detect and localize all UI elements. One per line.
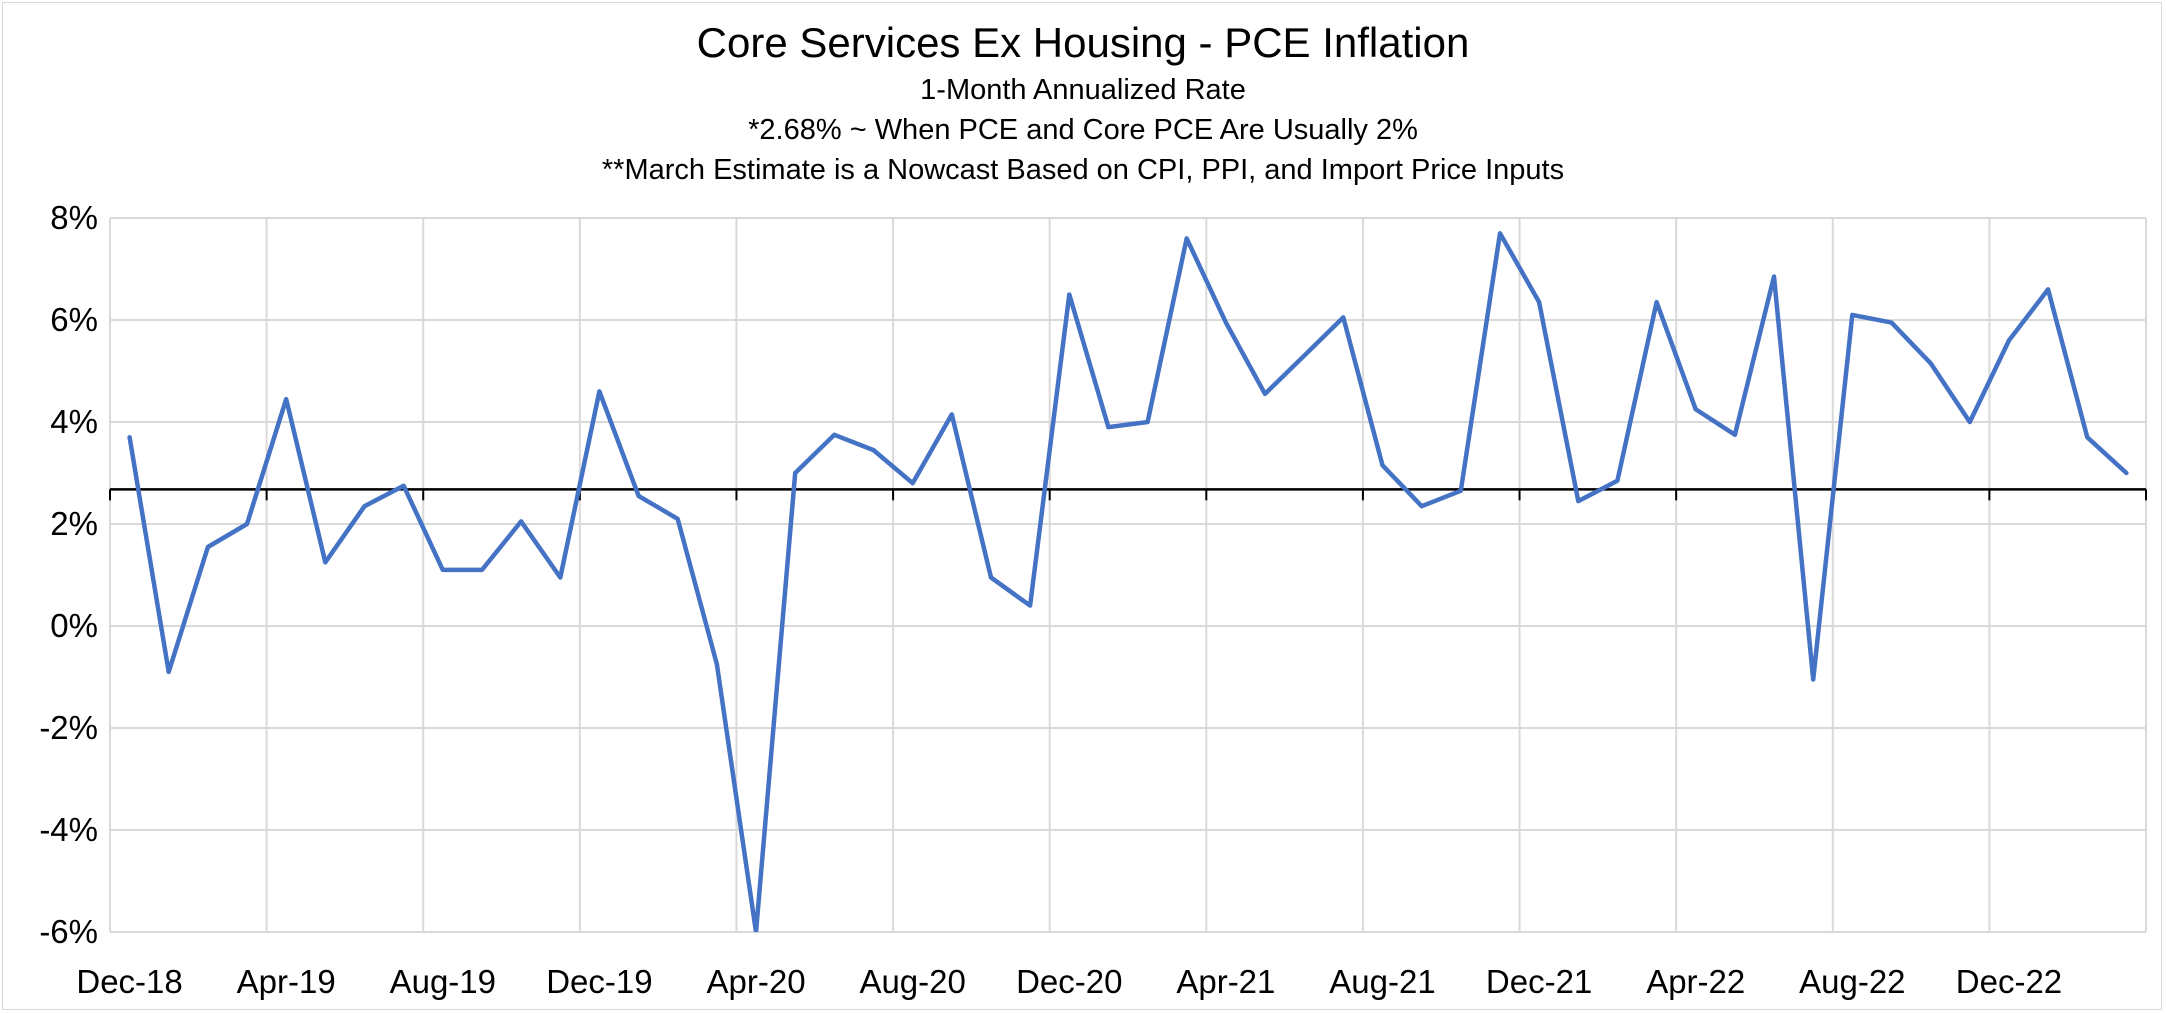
y-tick-label: 0% [50,607,98,644]
y-tick-label: 2% [50,505,98,542]
x-tick-label: Apr-20 [707,963,806,1000]
x-tick-label: Aug-20 [859,963,965,1000]
chart-subtitle-1: 1-Month Annualized Rate [920,74,1246,106]
chart-subtitle-3: **March Estimate is a Nowcast Based on C… [601,154,1565,186]
x-tick-label: Dec-20 [1016,963,1122,1000]
y-tick-label: -2% [39,709,98,746]
x-tick-label: Aug-19 [390,963,496,1000]
x-tick-label: Dec-19 [546,963,652,1000]
x-tick-label: Dec-21 [1486,963,1592,1000]
y-tick-label: 6% [50,301,98,338]
x-tick-label: Apr-21 [1176,963,1275,1000]
series-line [127,231,2129,932]
y-tick-label: -6% [39,913,98,950]
chart-subtitle-2: *2.68% ~ When PCE and Core PCE Are Usual… [748,114,1418,146]
x-tick-label: Apr-22 [1646,963,1745,1000]
y-tick-label: 4% [50,403,98,440]
chart-title: Core Services Ex Housing - PCE Inflation [696,19,1470,66]
x-tick-label: Aug-22 [1799,963,1905,1000]
y-tick-label: -4% [39,811,98,848]
y-tick-label: 8% [50,199,98,236]
x-tick-label: Dec-18 [76,963,182,1000]
x-tick-label: Apr-19 [237,963,336,1000]
x-tick-label: Dec-22 [1956,963,2062,1000]
chart-titles: Core Services Ex Housing - PCE Inflation… [0,16,2166,190]
x-tick-label: Aug-21 [1329,963,1435,1000]
